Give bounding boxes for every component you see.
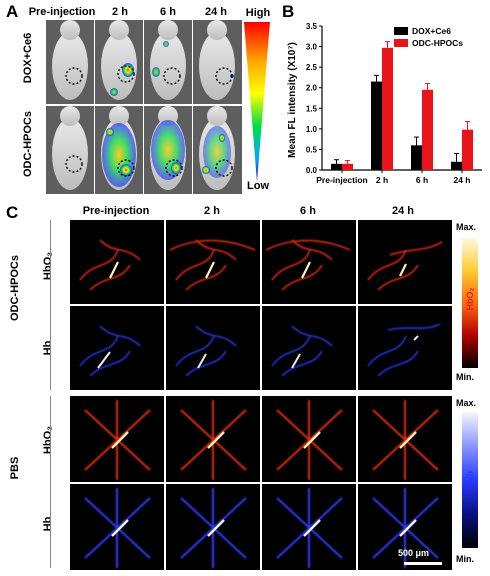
y-tick-label: 3.5 bbox=[306, 22, 318, 31]
c-group-divider-1 bbox=[50, 220, 51, 390]
y-tick-label: 1.5 bbox=[306, 104, 318, 113]
hbo2-scale-max: Max. bbox=[456, 222, 477, 232]
x-tick-label: 6 h bbox=[416, 175, 428, 185]
bars bbox=[331, 41, 473, 171]
fluorescence-image-grid bbox=[46, 20, 242, 194]
x-ticks: Pre-injection 2 h 6 h 24 h bbox=[316, 170, 471, 185]
hb-scale-max: Max. bbox=[456, 398, 477, 408]
scale-bar-label: 500 μm bbox=[398, 548, 430, 558]
fl-intensity-bar-chart: Mean FL intensity (X10⁷) 0.0 0.5 1.0 1.5 2.0… bbox=[287, 22, 482, 185]
c-header-24h: 24 h bbox=[391, 205, 414, 217]
panel-a-label: A bbox=[6, 2, 19, 21]
x-tick-label: 24 h bbox=[453, 175, 470, 185]
bar bbox=[411, 145, 422, 170]
a-header-24h: 24 h bbox=[204, 6, 227, 18]
scale-bar bbox=[404, 562, 442, 565]
c-row-hbo2-1: HbO₂ bbox=[42, 251, 54, 281]
c-group-pbs: PBS bbox=[9, 456, 21, 480]
legend-label: DOX+Ce6 bbox=[412, 26, 451, 36]
panel-c-label: C bbox=[6, 203, 19, 222]
c-row-hb-1: Hb bbox=[42, 340, 54, 356]
c-row-hbo2-2: HbO₂ bbox=[42, 425, 54, 455]
hb-color-scale bbox=[462, 412, 478, 548]
y-tick-label: 2.5 bbox=[306, 63, 318, 72]
x-tick-label: 2 h bbox=[376, 175, 388, 185]
legend-label: ODC-HPOCs bbox=[412, 38, 463, 48]
legend-swatch bbox=[394, 27, 408, 35]
c-header-6h: 6 h bbox=[300, 205, 316, 217]
y-tick-label: 1.0 bbox=[306, 125, 318, 134]
c-group-odc: ODC-HPOCs bbox=[9, 255, 21, 322]
y-tick-label: 3.0 bbox=[306, 43, 318, 52]
bar bbox=[451, 161, 462, 170]
bar bbox=[331, 163, 342, 170]
a-header-pre: Pre-injection bbox=[28, 6, 96, 18]
hbo2-scale-label: HbO₂ bbox=[465, 287, 475, 311]
panel-b-label: B bbox=[282, 2, 295, 21]
y-tick-label: 0.5 bbox=[306, 145, 318, 154]
bar bbox=[422, 89, 433, 170]
a-scale-low: Low bbox=[247, 180, 269, 192]
hb-scale-label: Hb bbox=[465, 471, 475, 483]
legend: DOX+Ce6 ODC-HPOCs bbox=[394, 26, 463, 48]
bar bbox=[371, 81, 382, 170]
bar bbox=[382, 47, 393, 171]
hbo2-color-scale bbox=[462, 238, 478, 368]
a-header-2h: 2 h bbox=[112, 6, 128, 18]
x-tick-label: Pre-injection bbox=[316, 175, 367, 185]
a-row-label-odc: ODC-HPOCs bbox=[22, 111, 34, 178]
a-scale-high: High bbox=[245, 7, 271, 19]
photoacoustic-image-grid bbox=[70, 220, 452, 570]
hbo2-scale-min: Min. bbox=[456, 372, 474, 382]
a-header-6h: 6 h bbox=[160, 6, 176, 18]
c-group-divider-2 bbox=[50, 396, 51, 568]
c-row-hb-2: Hb bbox=[42, 516, 54, 532]
y-ticks: 0.0 0.5 1.0 1.5 2.0 2.5 3.0 3.5 bbox=[306, 22, 322, 175]
bar bbox=[342, 163, 353, 170]
bar bbox=[462, 129, 473, 170]
y-axis-label: Mean FL intensity (X10⁷) bbox=[287, 42, 298, 158]
legend-swatch bbox=[394, 39, 408, 47]
c-header-pre: Pre-injection bbox=[82, 205, 150, 217]
a-color-scale-wedge bbox=[244, 22, 270, 182]
y-tick-label: 0.0 bbox=[306, 166, 318, 175]
y-tick-label: 2.0 bbox=[306, 84, 318, 93]
c-header-2h: 2 h bbox=[204, 205, 220, 217]
hb-scale-min: Min. bbox=[456, 554, 474, 564]
a-row-label-dox: DOX+Ce6 bbox=[22, 32, 34, 84]
